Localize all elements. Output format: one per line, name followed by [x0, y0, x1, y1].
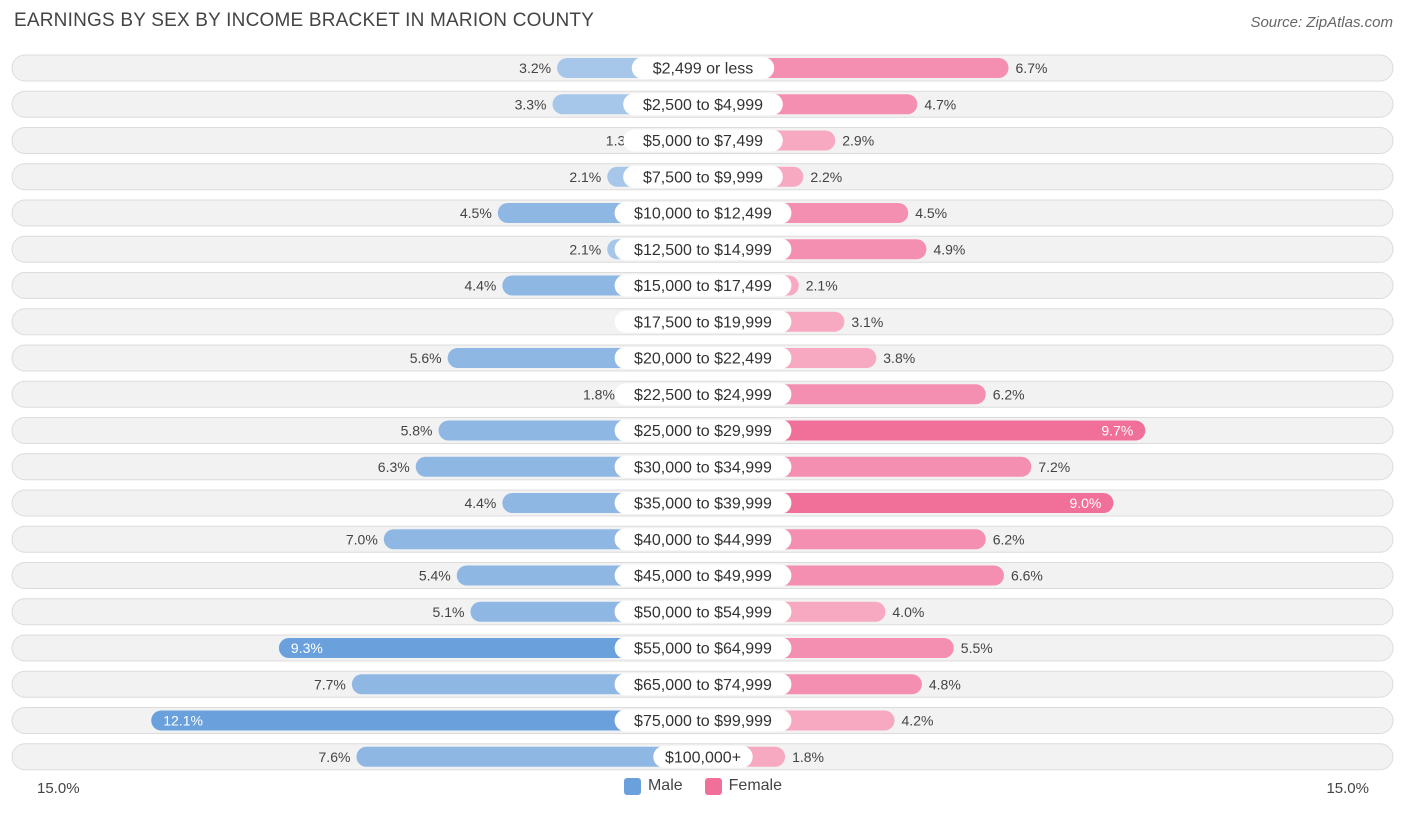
axis-left-max-label: 15.0% [37, 780, 80, 797]
value-label-female: 2.1% [806, 278, 838, 294]
category-pill [614, 528, 792, 551]
category-pill [614, 347, 792, 369]
value-label-female: 4.2% [902, 713, 934, 729]
value-label-female: 6.6% [1011, 568, 1043, 584]
category-pill [614, 564, 792, 587]
legend-item-female[interactable]: Female [704, 777, 783, 795]
bar-male [278, 638, 703, 658]
value-label-male: 5.4% [419, 568, 451, 584]
category-label: $25,000 to $29,999 [634, 423, 772, 440]
category-label: $35,000 to $39,999 [634, 496, 772, 513]
category-label: $5,000 to $7,499 [643, 133, 763, 150]
value-label-female: 1.8% [792, 749, 824, 765]
category-label: $22,500 to $24,999 [634, 387, 772, 404]
category-label: $100,000+ [665, 749, 741, 766]
value-label-male: 6.3% [378, 459, 410, 475]
value-label-female: 7.2% [1038, 459, 1070, 475]
category-label: $12,500 to $14,999 [634, 242, 772, 259]
category-label: $75,000 to $99,999 [634, 713, 772, 730]
category-label: $65,000 to $74,999 [634, 677, 772, 694]
value-label-male: 1.8% [583, 386, 615, 402]
category-pill [623, 165, 783, 188]
value-label-female: 6.2% [993, 386, 1025, 402]
value-label-female: 3.1% [851, 314, 883, 330]
category-label: $15,000 to $17,499 [634, 278, 772, 295]
value-label-female: 9.0% [1069, 495, 1101, 511]
category-label: $7,500 to $9,999 [643, 169, 763, 186]
legend-swatch-male [623, 777, 641, 795]
category-pill [614, 637, 792, 659]
value-label-female: 4.7% [924, 96, 956, 112]
category-pill [614, 238, 792, 261]
category-label: $20,000 to $22,499 [634, 351, 772, 368]
category-label: $2,500 to $4,999 [643, 97, 763, 114]
value-label-female: 4.9% [933, 241, 965, 257]
legend-swatch-female [704, 777, 722, 795]
category-pill [614, 202, 792, 224]
value-label-male: 4.5% [460, 205, 492, 221]
value-label-male: 2.1% [569, 169, 601, 185]
value-label-male: 3.2% [519, 60, 551, 76]
bar-male [356, 746, 703, 767]
value-label-female: 6.7% [1016, 60, 1048, 76]
value-label-male: 12.1% [163, 713, 203, 729]
value-label-male: 7.6% [319, 749, 351, 765]
category-pill [614, 455, 792, 478]
value-label-male: 2.1% [569, 241, 601, 257]
category-pill [623, 93, 783, 116]
value-label-female: 3.8% [883, 350, 915, 366]
value-label-male: 5.8% [401, 423, 433, 439]
value-label-male: 3.3% [515, 96, 547, 112]
value-label-male: 4.4% [464, 278, 496, 294]
bar-female [703, 58, 1009, 78]
category-label: $10,000 to $12,499 [634, 206, 772, 223]
category-pill [614, 310, 792, 333]
chart-title: EARNINGS BY SEX BY INCOME BRACKET IN MAR… [14, 10, 595, 31]
value-label-female: 6.2% [993, 531, 1025, 547]
category-pill [614, 709, 792, 732]
value-label-female: 9.7% [1101, 423, 1133, 439]
legend-item-male[interactable]: Male [623, 777, 683, 795]
bar-male [151, 710, 704, 731]
bar-female [703, 420, 1146, 441]
category-label: $40,000 to $44,999 [634, 532, 772, 549]
category-label: $2,499 or less [653, 61, 754, 78]
category-label: $45,000 to $49,999 [634, 568, 772, 585]
category-pill [631, 57, 775, 79]
axis-right-max-label: 15.0% [1326, 780, 1369, 797]
legend-label-male: Male [647, 777, 683, 794]
source-credit: Source: ZipAtlas.com [1250, 14, 1393, 31]
value-label-female: 2.2% [810, 169, 842, 185]
value-label-female: 4.0% [892, 604, 924, 620]
value-label-female: 2.9% [842, 133, 874, 149]
value-label-female: 5.5% [961, 640, 993, 656]
value-label-male: 4.4% [464, 495, 496, 511]
category-pill [653, 745, 753, 768]
value-label-male: 7.7% [314, 676, 346, 692]
value-label-male: 5.6% [410, 350, 442, 366]
value-label-female: 4.5% [915, 205, 947, 221]
value-label-male: 9.3% [291, 640, 323, 656]
category-label: $50,000 to $54,999 [634, 604, 772, 621]
value-label-female: 4.8% [929, 676, 961, 692]
category-pill [623, 129, 783, 152]
legend-label-female: Female [728, 777, 783, 794]
value-label-male: 7.0% [346, 531, 378, 547]
bar-female [703, 493, 1114, 513]
value-label-male: 5.1% [433, 604, 465, 620]
legend: Male Female [0, 777, 1406, 795]
category-label: $17,500 to $19,999 [634, 314, 772, 331]
category-pill [614, 419, 792, 442]
bar-male [351, 674, 703, 695]
category-label: $55,000 to $64,999 [634, 641, 772, 658]
chart-canvas: 3.2% 6.7% $2,499 or less 3.3% 4.7% $2,500 to … [11, 54, 1394, 771]
category-pill [614, 673, 792, 696]
category-pill [614, 274, 792, 297]
category-label: $30,000 to $34,999 [634, 459, 772, 476]
category-pill [614, 383, 792, 406]
category-pill [614, 600, 792, 623]
category-pill [614, 492, 792, 514]
